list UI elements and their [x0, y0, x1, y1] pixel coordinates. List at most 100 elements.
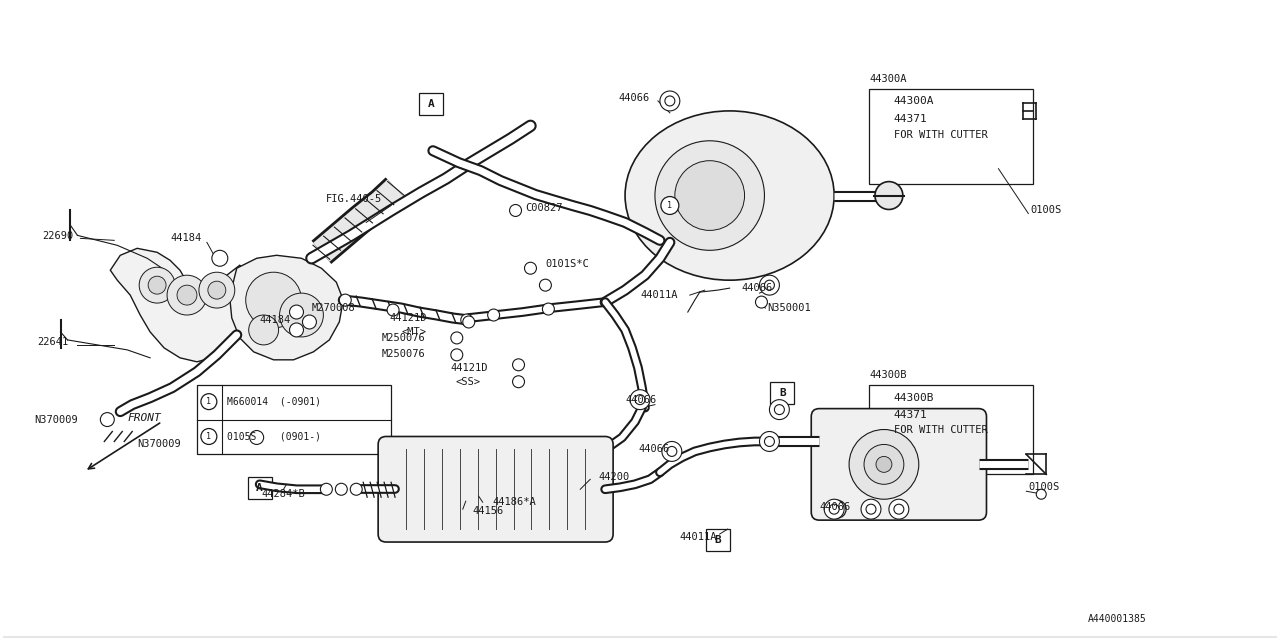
Circle shape — [662, 442, 682, 461]
Text: 1: 1 — [667, 201, 672, 210]
Circle shape — [764, 436, 774, 447]
Circle shape — [824, 499, 844, 519]
Circle shape — [829, 504, 840, 514]
Circle shape — [289, 323, 303, 337]
Circle shape — [168, 275, 207, 315]
Circle shape — [828, 500, 846, 518]
Text: 44200: 44200 — [598, 472, 630, 483]
Text: 1: 1 — [206, 397, 211, 406]
Circle shape — [248, 315, 279, 345]
Circle shape — [177, 285, 197, 305]
Bar — [869, 385, 1033, 474]
Circle shape — [849, 429, 919, 499]
Text: <MT>: <MT> — [401, 327, 426, 337]
Text: 44371: 44371 — [893, 114, 928, 124]
Text: 44066: 44066 — [625, 395, 657, 404]
Circle shape — [539, 279, 552, 291]
Circle shape — [769, 399, 790, 420]
Text: M250076: M250076 — [381, 349, 425, 359]
Text: 44011A: 44011A — [680, 532, 717, 542]
Text: 44066: 44066 — [637, 444, 669, 454]
Circle shape — [525, 262, 536, 274]
Text: <SS>: <SS> — [456, 377, 481, 387]
Text: A: A — [428, 99, 434, 109]
Circle shape — [488, 309, 499, 321]
Circle shape — [451, 332, 463, 344]
Circle shape — [635, 395, 645, 404]
Circle shape — [451, 349, 463, 361]
Text: B: B — [714, 535, 721, 545]
Bar — [705, 529, 730, 551]
Polygon shape — [230, 255, 343, 360]
Bar — [869, 89, 1033, 184]
Text: N370009: N370009 — [137, 440, 180, 449]
Circle shape — [660, 196, 678, 214]
Circle shape — [387, 304, 399, 316]
Text: 44156: 44156 — [472, 506, 504, 516]
Text: FOR WITH CUTTER: FOR WITH CUTTER — [893, 424, 988, 435]
Text: 0105S    (0901-): 0105S (0901-) — [227, 431, 321, 442]
Circle shape — [655, 141, 764, 250]
Text: 22690: 22690 — [42, 232, 74, 241]
Text: B: B — [780, 388, 786, 397]
Text: 0100S: 0100S — [1028, 483, 1060, 492]
FancyBboxPatch shape — [812, 408, 987, 520]
Circle shape — [512, 359, 525, 371]
Circle shape — [630, 390, 650, 410]
Circle shape — [759, 275, 780, 295]
Circle shape — [867, 504, 876, 514]
Text: M660014  (-0901): M660014 (-0901) — [227, 397, 321, 406]
Bar — [197, 385, 392, 454]
Circle shape — [893, 504, 904, 514]
Circle shape — [198, 272, 234, 308]
Circle shape — [759, 431, 780, 451]
Circle shape — [861, 499, 881, 519]
Text: 1: 1 — [835, 505, 840, 514]
Circle shape — [888, 499, 909, 519]
Circle shape — [302, 315, 316, 329]
Text: 0101S*C: 0101S*C — [545, 259, 589, 269]
Circle shape — [279, 293, 324, 337]
Text: A440001385: A440001385 — [1088, 614, 1147, 624]
Circle shape — [1037, 489, 1046, 499]
Text: M270008: M270008 — [311, 303, 355, 313]
Circle shape — [463, 316, 475, 328]
Circle shape — [140, 268, 175, 303]
Text: 44066: 44066 — [819, 502, 850, 512]
Text: 44066: 44066 — [618, 93, 649, 103]
Text: 44184: 44184 — [260, 315, 291, 325]
Text: 0100S: 0100S — [1030, 205, 1061, 216]
Text: 44184: 44184 — [170, 234, 201, 243]
Text: 1: 1 — [206, 432, 211, 441]
Ellipse shape — [625, 111, 835, 280]
Text: 44066: 44066 — [741, 283, 773, 293]
Circle shape — [246, 272, 302, 328]
Circle shape — [755, 296, 768, 308]
Text: C00827: C00827 — [526, 204, 563, 214]
Bar — [248, 477, 271, 499]
Text: M250076: M250076 — [381, 333, 425, 343]
Circle shape — [339, 294, 351, 306]
Circle shape — [335, 483, 347, 495]
Circle shape — [250, 431, 264, 444]
Circle shape — [289, 305, 303, 319]
Text: FRONT: FRONT — [127, 413, 161, 422]
Text: 44121D: 44121D — [389, 313, 426, 323]
Text: 44186*A: 44186*A — [493, 497, 536, 508]
Circle shape — [774, 404, 785, 415]
Text: 22641: 22641 — [37, 337, 69, 347]
Text: 44300A: 44300A — [893, 96, 934, 106]
Circle shape — [100, 413, 114, 426]
Text: 44300A: 44300A — [869, 74, 906, 84]
Bar — [419, 93, 443, 115]
Circle shape — [148, 276, 166, 294]
Text: 44284*B: 44284*B — [261, 489, 306, 499]
Text: 44121D: 44121D — [451, 363, 489, 372]
Circle shape — [675, 161, 745, 230]
Text: FIG.440-5: FIG.440-5 — [326, 193, 383, 204]
Bar — [771, 381, 795, 404]
Polygon shape — [110, 248, 253, 362]
Text: FOR WITH CUTTER: FOR WITH CUTTER — [893, 130, 988, 140]
Text: 44300B: 44300B — [869, 370, 906, 380]
Circle shape — [512, 376, 525, 388]
